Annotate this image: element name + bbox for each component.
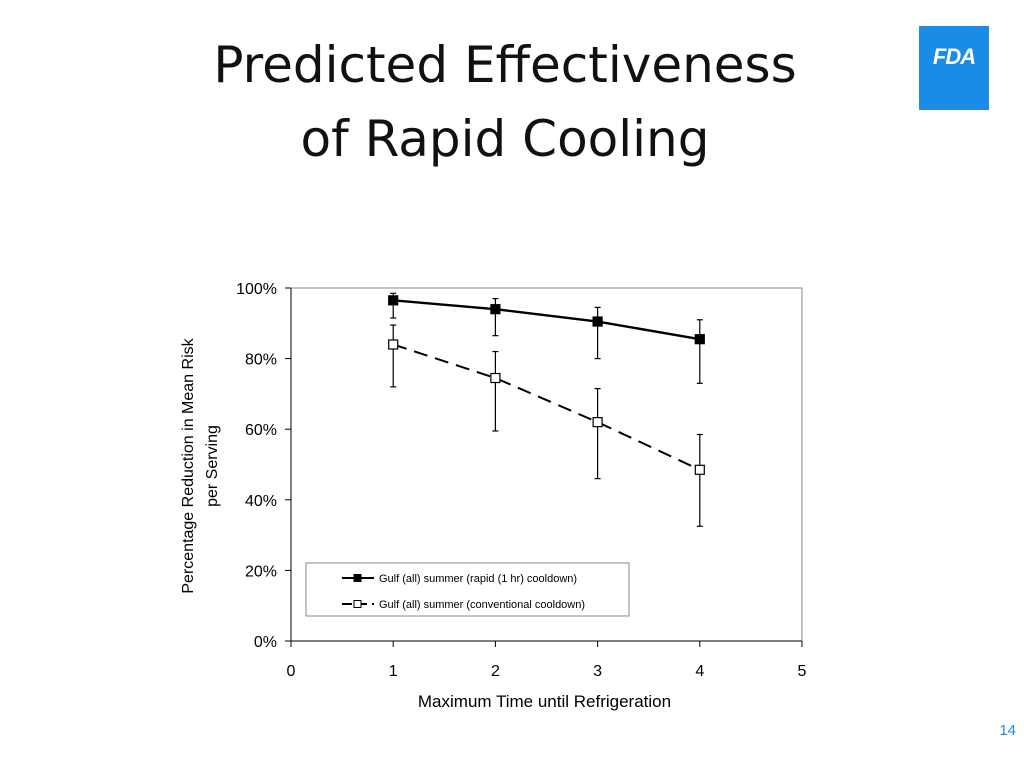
chart-legend: Gulf (all) summer (rapid (1 hr) cooldown… (305, 562, 630, 617)
y-tick-label: 40% (245, 493, 277, 510)
marker-filled-square (592, 316, 603, 327)
marker-open-square (388, 339, 399, 350)
chart-labels: Maximum Time until Refrigeration Percenta… (180, 337, 671, 711)
x-tick-label: 0 (287, 663, 296, 680)
marker-open-square (490, 372, 501, 384)
y-tick-label: 60% (245, 422, 277, 439)
marker-filled-square (490, 304, 501, 315)
series-line (393, 299, 701, 341)
y-tick-label: 80% (245, 352, 277, 369)
x-axis-title: Maximum Time until Refrigeration (418, 692, 671, 711)
slide-title-line-2: of Rapid Cooling (300, 110, 710, 168)
fda-logo-text: FDA (932, 44, 976, 69)
slide-title: Predicted Effectiveness of Rapid Cooling (150, 28, 860, 176)
chart-series (388, 292, 705, 527)
chart-axes: 0% 20% 40% 60% 80% 100% 0 1 2 3 4 5 (236, 281, 806, 680)
series-line (392, 343, 701, 471)
x-tick-label: 4 (695, 663, 704, 680)
slide-title-line-1: Predicted Effectiveness (213, 36, 797, 94)
marker-filled-square (388, 295, 399, 306)
x-tick-label: 1 (389, 663, 398, 680)
y-tick-label: 100% (236, 281, 277, 298)
marker-filled-square (694, 334, 705, 345)
legend-marker (353, 600, 362, 608)
page-number: 14 (999, 722, 1016, 739)
fda-logo: FDA (919, 26, 989, 110)
legend-entry-label: Gulf (all) summer (conventional cooldown… (379, 599, 585, 611)
y-axis-title-line: per Serving (204, 425, 221, 507)
marker-open-square (592, 417, 603, 428)
y-tick-label: 0% (254, 634, 277, 651)
marker-open-square (694, 464, 705, 475)
legend-marker (353, 574, 362, 582)
x-tick-label: 5 (798, 663, 807, 680)
y-axis-title-line: Percentage Reduction in Mean Risk (180, 337, 197, 593)
y-tick-label: 20% (245, 563, 277, 580)
x-tick-label: 3 (593, 663, 602, 680)
x-tick-label: 2 (491, 663, 500, 680)
legend-entry-label: Gulf (all) summer (rapid (1 hr) cooldown… (379, 573, 577, 585)
